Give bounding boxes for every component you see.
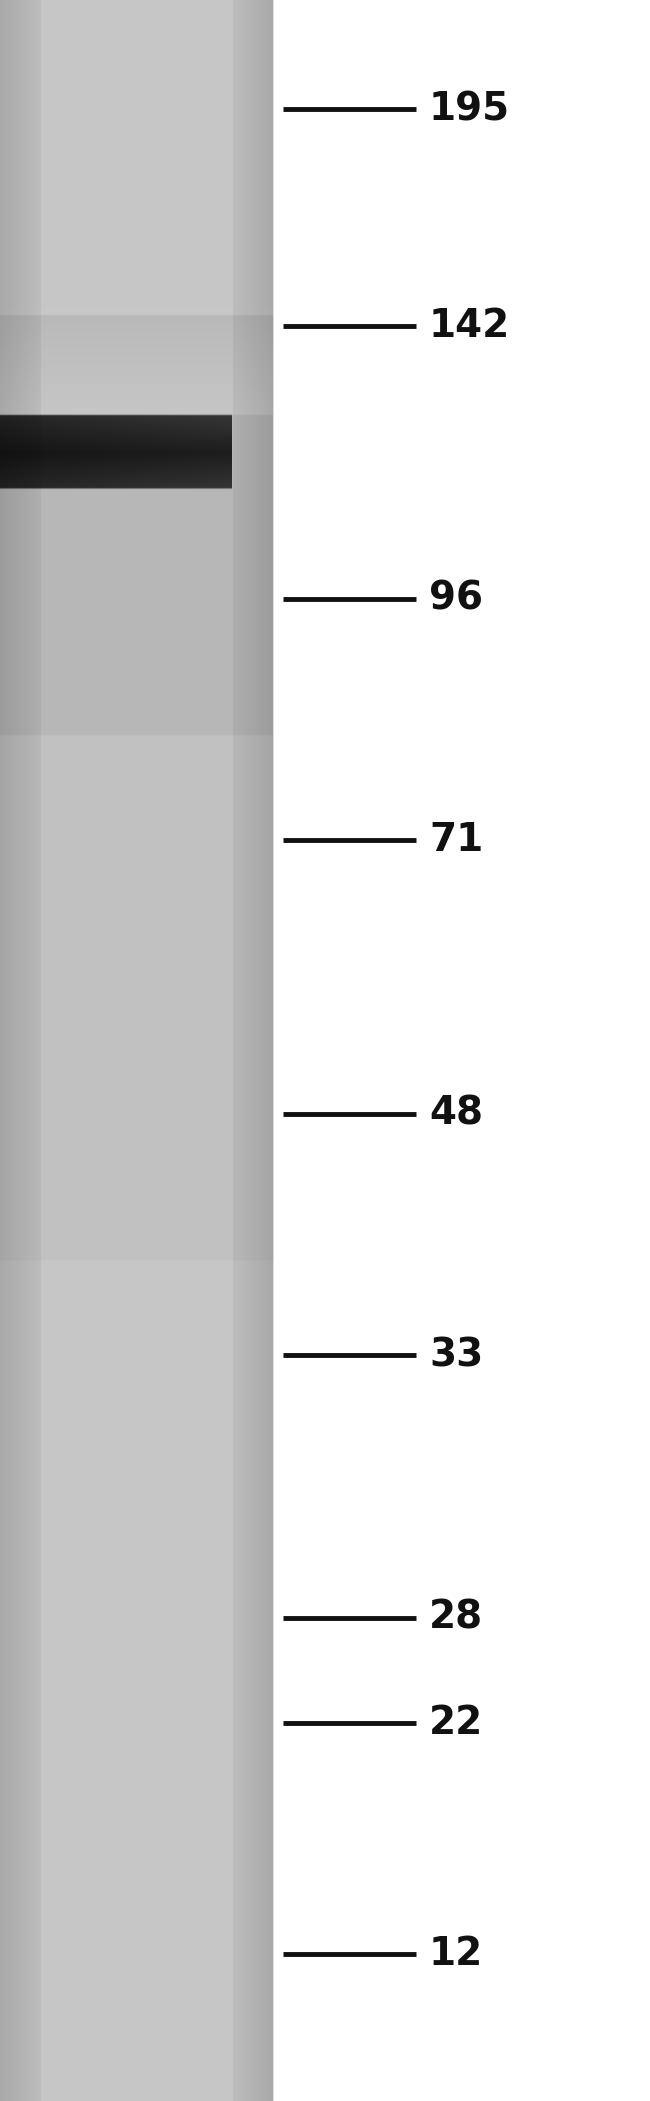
Text: 48: 48 xyxy=(429,1095,483,1132)
Text: 22: 22 xyxy=(429,1704,483,1742)
Text: 142: 142 xyxy=(429,307,510,345)
Text: 195: 195 xyxy=(429,90,510,128)
Text: 12: 12 xyxy=(429,1935,483,1973)
Text: 96: 96 xyxy=(429,580,483,618)
Text: 28: 28 xyxy=(429,1599,483,1637)
Text: 33: 33 xyxy=(429,1336,483,1374)
Bar xyxy=(273,0,650,2101)
Text: 71: 71 xyxy=(429,821,483,859)
